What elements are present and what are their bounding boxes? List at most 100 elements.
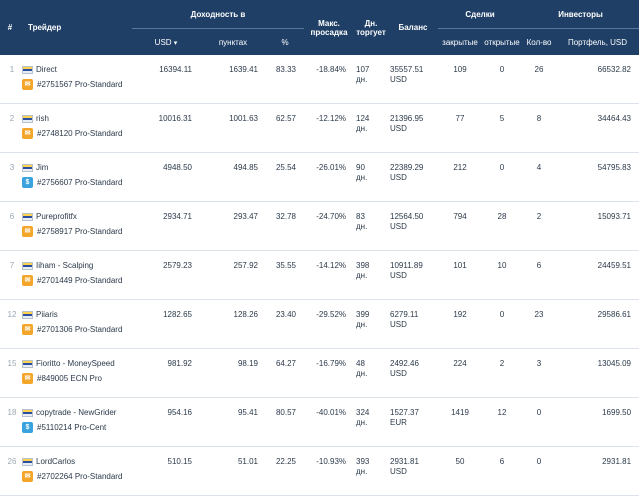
balance-currency: USD [390, 222, 407, 231]
account-link[interactable]: ✉ #2701306 Pro-Standard [22, 324, 130, 335]
portfolio-usd: 15093.71 [556, 201, 639, 251]
max-drawdown: -10.93% [304, 446, 354, 496]
days-unit: дн. [356, 222, 368, 231]
max-drawdown: -18.84% [304, 55, 354, 104]
portfolio-usd: 29586.61 [556, 299, 639, 349]
trader-link[interactable]: rish [22, 114, 130, 123]
account-label: #2748120 Pro-Standard [37, 129, 123, 138]
trader-link[interactable]: Iiham - Scalping [22, 261, 130, 270]
trader-link[interactable]: copytrade - NewGrider [22, 408, 130, 417]
yield-percent: 83.33 [266, 55, 304, 104]
balance-amount: 6279.11 [390, 310, 419, 319]
yield-usd: 510.15 [132, 446, 200, 496]
trader-name: rish [36, 114, 49, 123]
account-type-icon: ✉ [22, 471, 33, 482]
balance-amount: 10911.89 [390, 261, 423, 270]
rank-cell: 7 [0, 250, 20, 300]
table-row[interactable]: 18 copytrade - NewGrider $ #5110214 Pro-Cen… [0, 397, 639, 447]
trader-name: Piiaris [36, 310, 58, 319]
account-type-icon: ✉ [22, 128, 33, 139]
trader-link[interactable]: Direct [22, 65, 130, 74]
closed-deals: 192 [438, 299, 482, 349]
investor-count: 8 [522, 103, 556, 153]
table-row[interactable]: 2 rish ✉ #2748120 Pro-Standard 10016.31 1001.… [0, 103, 639, 153]
yield-points: 257.92 [200, 250, 266, 300]
balance-amount: 2931.81 [390, 457, 419, 466]
rank-cell: 26 [0, 446, 20, 496]
days-number: 398 [356, 261, 370, 270]
account-link[interactable]: ✉ #2751567 Pro-Standard [22, 79, 130, 90]
col-points[interactable]: пунктах [200, 28, 266, 55]
closed-deals: 224 [438, 348, 482, 398]
flag-icon [22, 65, 33, 74]
trader-name: copytrade - NewGrider [36, 408, 117, 417]
col-investors-group: Инвесторы [522, 0, 639, 29]
col-open[interactable]: открытые [482, 28, 522, 55]
rank-cell: 15 [0, 348, 20, 398]
yield-percent: 22.25 [266, 446, 304, 496]
col-yield-group: Доходность в [132, 0, 304, 29]
flag-icon [22, 408, 33, 417]
closed-deals: 1419 [438, 397, 482, 447]
col-inv-count[interactable]: Кол-во [522, 28, 556, 55]
col-max-dd[interactable]: Макс. просадка [304, 0, 354, 55]
account-link[interactable]: ✉ #849005 ECN Pro [22, 373, 130, 384]
investor-count: 0 [522, 397, 556, 447]
trader-link[interactable]: Pureprofitfx [22, 212, 130, 221]
col-trader[interactable]: Трейдер [20, 0, 132, 55]
max-drawdown: -14.12% [304, 250, 354, 300]
account-type-icon: $ [22, 422, 33, 433]
account-link[interactable]: ✉ #2702264 Pro-Standard [22, 471, 130, 482]
max-drawdown: -26.01% [304, 152, 354, 202]
flag-icon [22, 114, 33, 123]
balance-currency: USD [390, 124, 407, 133]
days-unit: дн. [356, 369, 368, 378]
account-type-icon: ✉ [22, 324, 33, 335]
table-row[interactable]: 12 Piiaris ✉ #2701306 Pro-Standard 1282.65 12… [0, 299, 639, 349]
table-row[interactable]: 15 Fioritto - MoneySpeed ✉ #849005 ECN Pro 9… [0, 348, 639, 398]
portfolio-usd: 13045.09 [556, 348, 639, 398]
trader-link[interactable]: LordCarlos [22, 457, 130, 466]
table-row[interactable]: 3 Jim $ #2756607 Pro-Standard 4948.50 494.85 2… [0, 152, 639, 202]
account-type-icon: $ [22, 177, 33, 188]
trader-name: Pureprofitfx [36, 212, 77, 221]
investor-count: 2 [522, 201, 556, 251]
balance-amount: 12564.50 [390, 212, 424, 221]
col-closed[interactable]: закрытые [438, 28, 482, 55]
open-deals: 28 [482, 201, 522, 251]
col-portfolio[interactable]: Портфель, USD [556, 28, 639, 55]
trader-name: Direct [36, 65, 57, 74]
table-row[interactable]: 1 Direct ✉ #2751567 Pro-Standard 16394.11 163… [0, 55, 639, 104]
col-days[interactable]: Дн. торгует [354, 0, 388, 55]
trader-link[interactable]: Fioritto - MoneySpeed [22, 359, 130, 368]
col-balance[interactable]: Баланс [388, 0, 438, 55]
closed-deals: 101 [438, 250, 482, 300]
account-link[interactable]: ✉ #2701449 Pro-Standard [22, 275, 130, 286]
balance-currency: USD [390, 75, 407, 84]
open-deals: 0 [482, 152, 522, 202]
account-link[interactable]: $ #2756607 Pro-Standard [22, 177, 130, 188]
days-number: 83 [356, 212, 365, 221]
trader-link[interactable]: Jim [22, 163, 130, 172]
days-unit: дн. [356, 75, 368, 84]
table-row[interactable]: 6 Pureprofitfx ✉ #2758917 Pro-Standard 2934.… [0, 201, 639, 251]
col-usd[interactable]: USD ▾ [132, 28, 200, 55]
days-number: 124 [356, 114, 370, 123]
account-link[interactable]: $ #5110214 Pro-Cent [22, 422, 130, 433]
account-label: #5110214 Pro-Cent [37, 423, 107, 432]
rank-cell: 2 [0, 103, 20, 153]
account-link[interactable]: ✉ #2758917 Pro-Standard [22, 226, 130, 237]
table-row[interactable]: 7 Iiham - Scalping ✉ #2701449 Pro-Standard 2… [0, 250, 639, 300]
balance-currency: USD [390, 320, 407, 329]
trader-link[interactable]: Piiaris [22, 310, 130, 319]
rank-cell: 1 [0, 55, 20, 104]
flag-icon [22, 261, 33, 270]
account-link[interactable]: ✉ #2748120 Pro-Standard [22, 128, 130, 139]
account-label: #2758917 Pro-Standard [37, 227, 123, 236]
max-drawdown: -40.01% [304, 397, 354, 447]
col-deals-group: Сделки [438, 0, 522, 29]
col-percent[interactable]: % [266, 28, 304, 55]
closed-deals: 109 [438, 55, 482, 104]
open-deals: 0 [482, 55, 522, 104]
table-row[interactable]: 26 LordCarlos ✉ #2702264 Pro-Standard 510.15… [0, 446, 639, 496]
